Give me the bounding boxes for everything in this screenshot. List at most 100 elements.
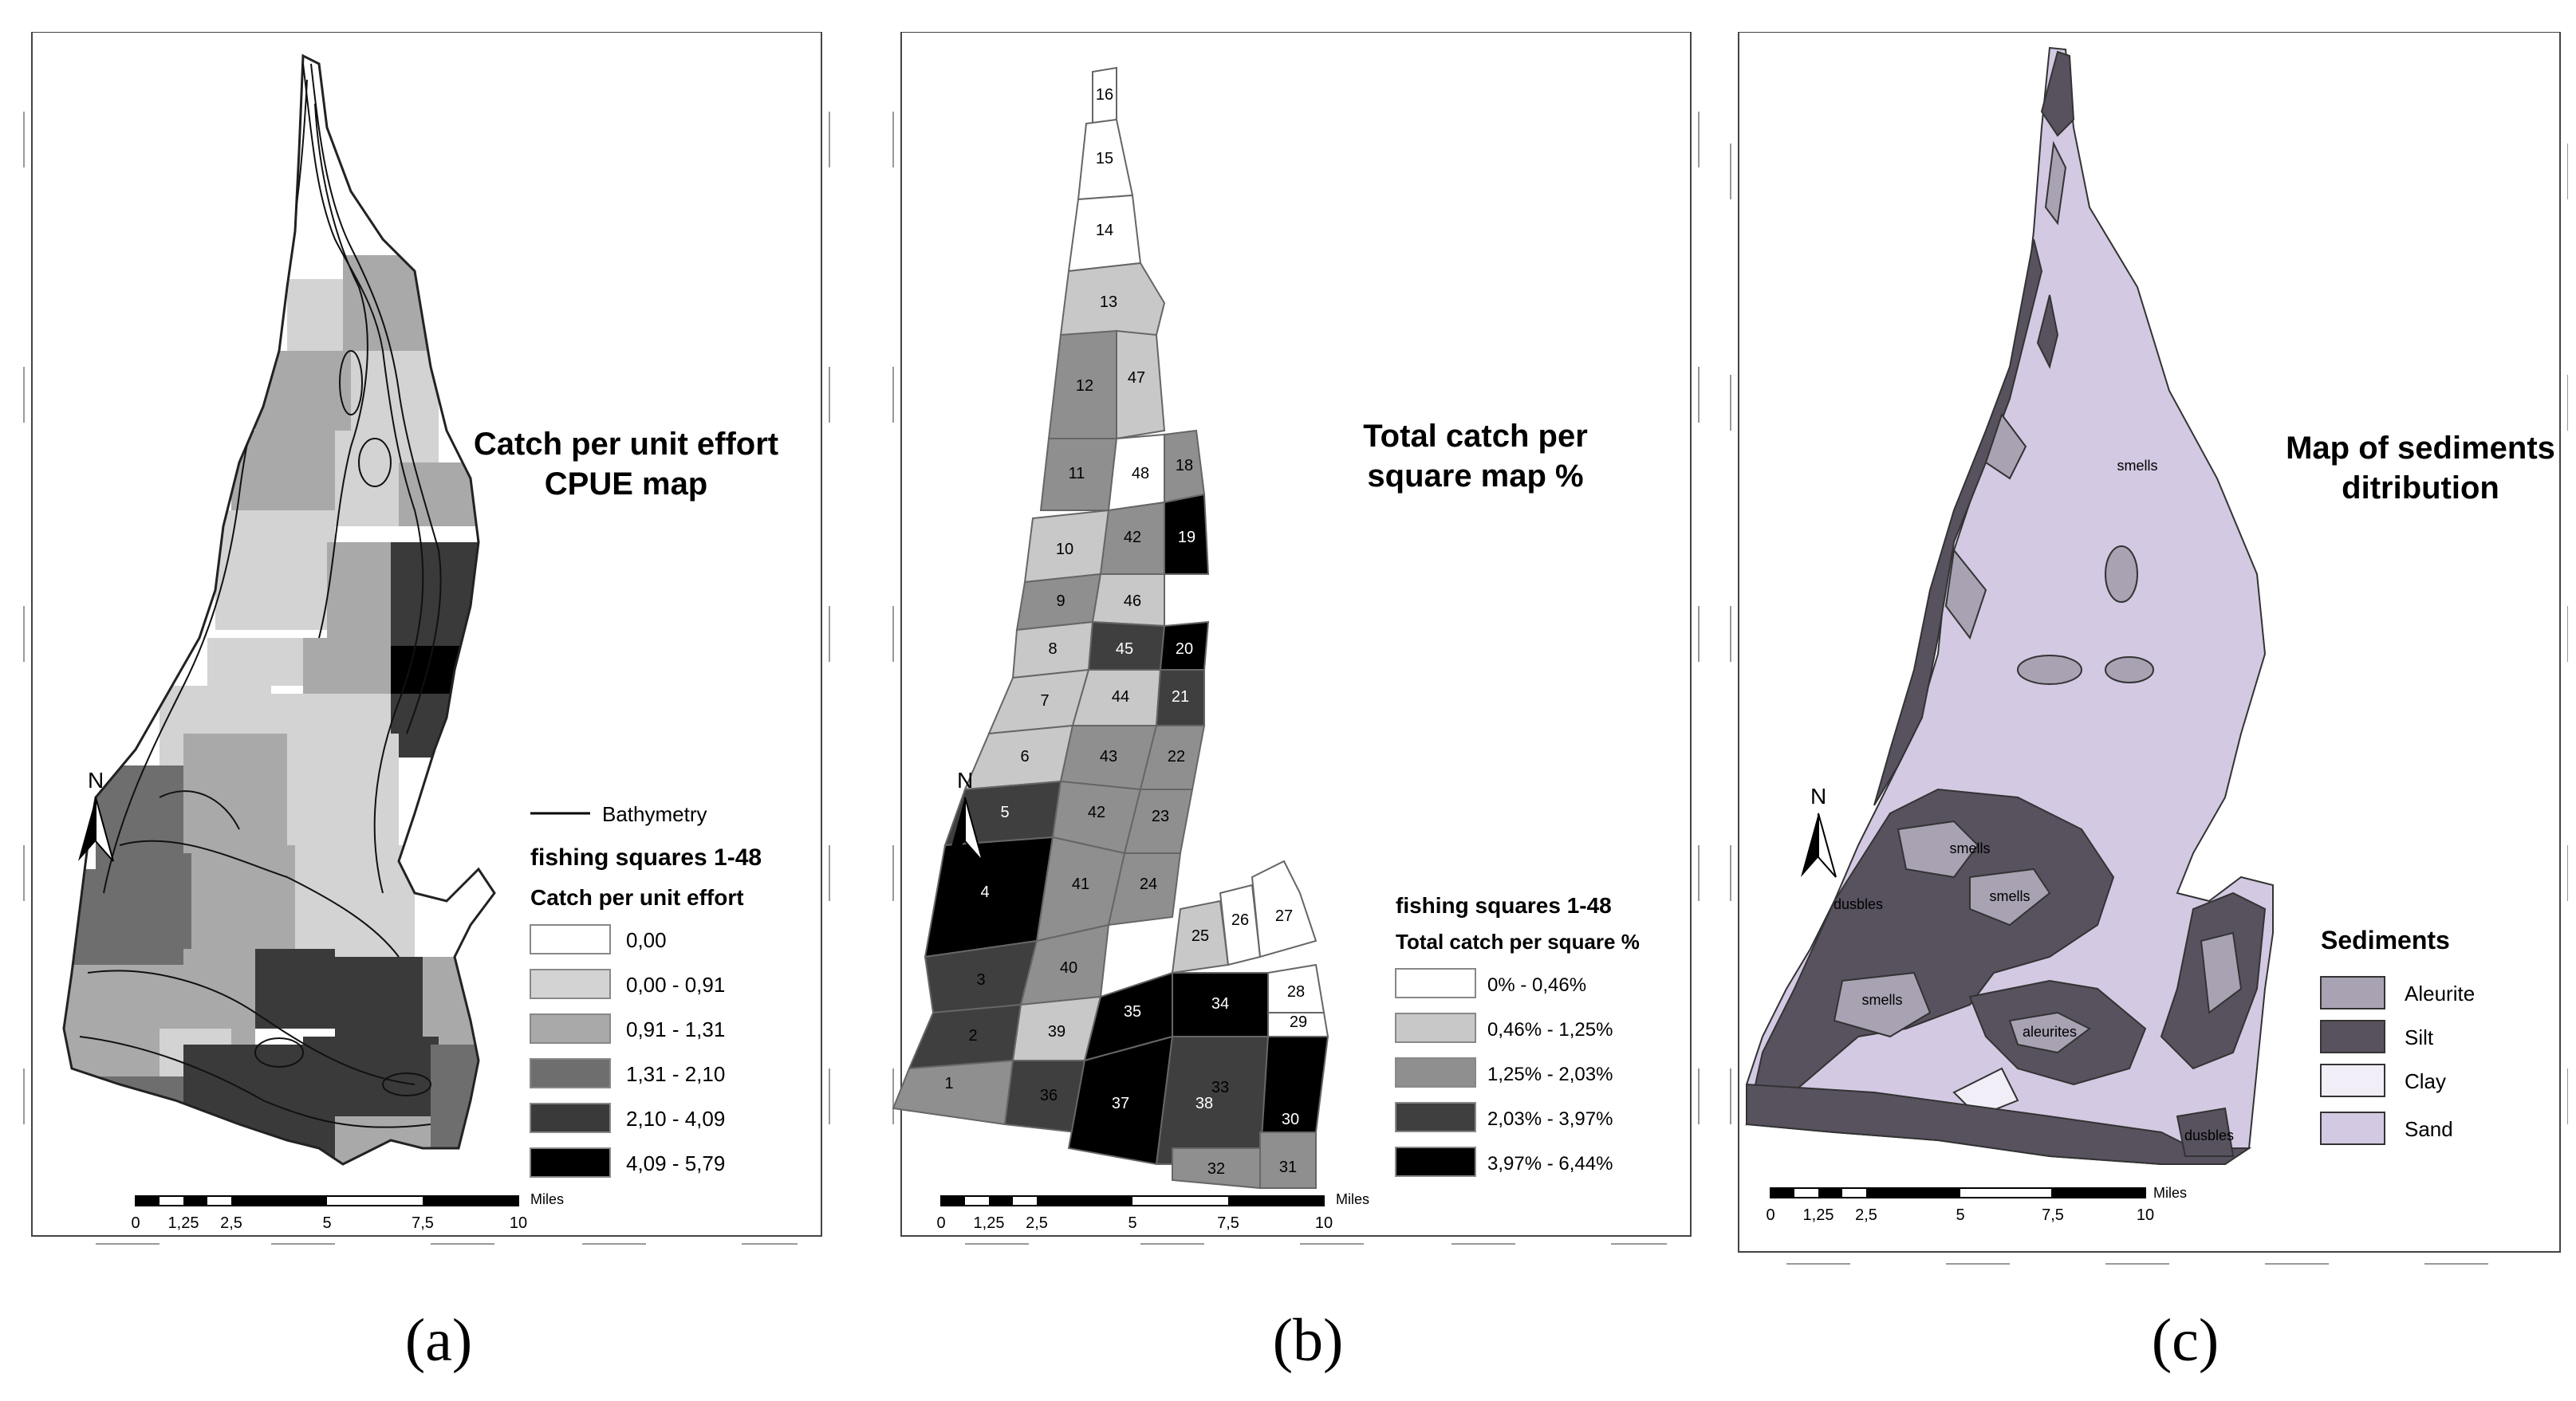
legend-heading: fishing squares 1-48 [530, 844, 762, 871]
square-label: 38 [1195, 1095, 1213, 1112]
north-label: N [88, 768, 104, 793]
legend-label: 1,31 - 2,10 [626, 1062, 725, 1086]
square-label: 23 [1152, 808, 1169, 825]
area-label: smells [1949, 840, 1990, 856]
scale-tick: 5 [322, 1214, 331, 1232]
square-label: 6 [1020, 748, 1029, 765]
legend-item: 0,00 - 0,91 [530, 969, 725, 999]
square-label: 24 [1140, 876, 1157, 893]
square-label: 41 [1072, 876, 1089, 893]
legend: Bathymetry fishing squares 1-48 Catch pe… [530, 802, 762, 1178]
panel-c-sediments-map: smells smells smells dusbles smells aleu… [1715, 32, 2568, 1276]
scale-tick: 1,25 [168, 1214, 199, 1232]
map-title-line2: CPUE map [545, 466, 708, 502]
caption-c: (c) [2151, 1307, 2220, 1374]
legend-label: 0,00 [626, 928, 667, 952]
legend-item: 2,10 - 4,09 [530, 1103, 725, 1133]
legend-label: 0,00 - 0,91 [626, 973, 725, 997]
north-arrow: N [947, 768, 983, 862]
legend-swatch [530, 969, 611, 999]
legend-heading: Sediments [2321, 926, 2450, 954]
scale-bar: 0 1,25 2,5 5 7,5 10 Miles [936, 1191, 1369, 1232]
legend: fishing squares 1-48 Total catch per squ… [1395, 893, 1640, 1177]
square-label: 9 [1056, 592, 1065, 610]
legend-label: Sand [2405, 1117, 2453, 1141]
legend-swatch [2320, 976, 2385, 1009]
area-label: smells [2117, 458, 2157, 474]
north-arrow-icon [78, 797, 96, 861]
legend-label: 0% - 0,46% [1487, 974, 1586, 996]
legend-item: Sand [2320, 1112, 2453, 1145]
legend-heading: fishing squares 1-48 [1396, 893, 1612, 918]
scale-unit: Miles [2153, 1185, 2187, 1201]
caption-b: (b) [1272, 1307, 1344, 1374]
scale-tick: 10 [1315, 1214, 1333, 1232]
square-label: 15 [1096, 150, 1113, 167]
lake-outline [62, 53, 496, 1166]
sediment-area-labels: smells smells smells dusbles smells aleu… [1834, 458, 2234, 1143]
legend-swatch [1395, 1057, 1476, 1088]
square-label: 47 [1128, 369, 1145, 387]
legend-item: 3,97% - 6,44% [1395, 1147, 1613, 1177]
legend-item: 0,91 - 1,31 [530, 1013, 725, 1044]
square-label: 5 [1000, 804, 1009, 821]
legend-label: 2,03% - 3,97% [1487, 1108, 1613, 1130]
legend-swatch [530, 1103, 611, 1133]
map-title-line2: ditribution [2342, 470, 2499, 506]
legend-swatch [1395, 968, 1476, 998]
square-label: 14 [1096, 222, 1113, 239]
legend-label: 0,46% - 1,25% [1487, 1019, 1613, 1041]
legend-item: 1,25% - 2,03% [1395, 1057, 1613, 1088]
legend-item: Silt [2320, 1020, 2434, 1053]
cpue-map-svg: N Catch per unit effort CPUE map Bathyme… [23, 32, 830, 1245]
square-label: 48 [1132, 465, 1149, 482]
square-label: 11 [1069, 465, 1085, 482]
legend-label: Aleurite [2405, 982, 2475, 1005]
sediment-zones [1745, 50, 2267, 1165]
square-label: 16 [1096, 86, 1113, 104]
legend-swatch [2320, 1064, 2385, 1097]
square-number-labels: 16 15 14 13 12 47 11 48 18 10 42 19 9 46… [944, 86, 1307, 1178]
legend-swatch [530, 1013, 611, 1044]
square-label: 36 [1040, 1087, 1058, 1104]
scale-tick: 2,5 [1855, 1206, 1877, 1224]
square-label: 12 [1076, 377, 1093, 395]
bathymetry-label: Bathymetry [602, 802, 707, 826]
legend-subheading: Catch per unit effort [530, 885, 744, 910]
square-label: 4 [980, 883, 989, 901]
north-label: N [1810, 784, 1826, 809]
legend-swatch [530, 1058, 611, 1088]
square-label: 26 [1231, 911, 1249, 929]
scale-unit: Miles [530, 1191, 564, 1207]
square-label: 22 [1168, 748, 1185, 765]
legend-item: 0,46% - 1,25% [1395, 1013, 1613, 1043]
scale-tick: 7,5 [2042, 1206, 2064, 1224]
square-label: 20 [1176, 640, 1193, 658]
area-label: smells [1861, 992, 1902, 1008]
square-label: 10 [1056, 541, 1073, 558]
legend-swatch [1395, 1102, 1476, 1132]
area-label: smells [1989, 888, 2030, 904]
map-title-line1: Catch per unit effort [474, 427, 778, 462]
legend-label: 1,25% - 2,03% [1487, 1064, 1613, 1085]
scale-bar: 0 1,25 2,5 5 7,5 10 Miles [1766, 1185, 2187, 1224]
legend-swatch [1395, 1147, 1476, 1177]
square-label: 46 [1124, 592, 1141, 610]
legend-label: Silt [2405, 1025, 2434, 1049]
legend-swatch [1395, 1013, 1476, 1043]
square-label: 44 [1112, 688, 1129, 706]
square-label: 3 [976, 971, 985, 989]
square-label: 2 [968, 1027, 977, 1045]
scale-tick: 0 [131, 1214, 140, 1232]
sediments-map-svg: smells smells smells dusbles smells aleu… [1730, 32, 2568, 1265]
scale-tick: 10 [510, 1214, 527, 1232]
north-label: N [957, 768, 973, 793]
square-label: 7 [1040, 692, 1049, 710]
area-label: dusbles [1834, 896, 1883, 912]
total-catch-map-svg: 16 15 14 13 12 47 11 48 18 10 42 19 9 46… [892, 32, 1700, 1245]
square-label: 40 [1060, 959, 1077, 977]
scale-tick: 1,25 [974, 1214, 1005, 1232]
scale-tick: 2,5 [220, 1214, 242, 1232]
square-label: 33 [1211, 1079, 1229, 1096]
caption-a: (a) [404, 1307, 473, 1374]
